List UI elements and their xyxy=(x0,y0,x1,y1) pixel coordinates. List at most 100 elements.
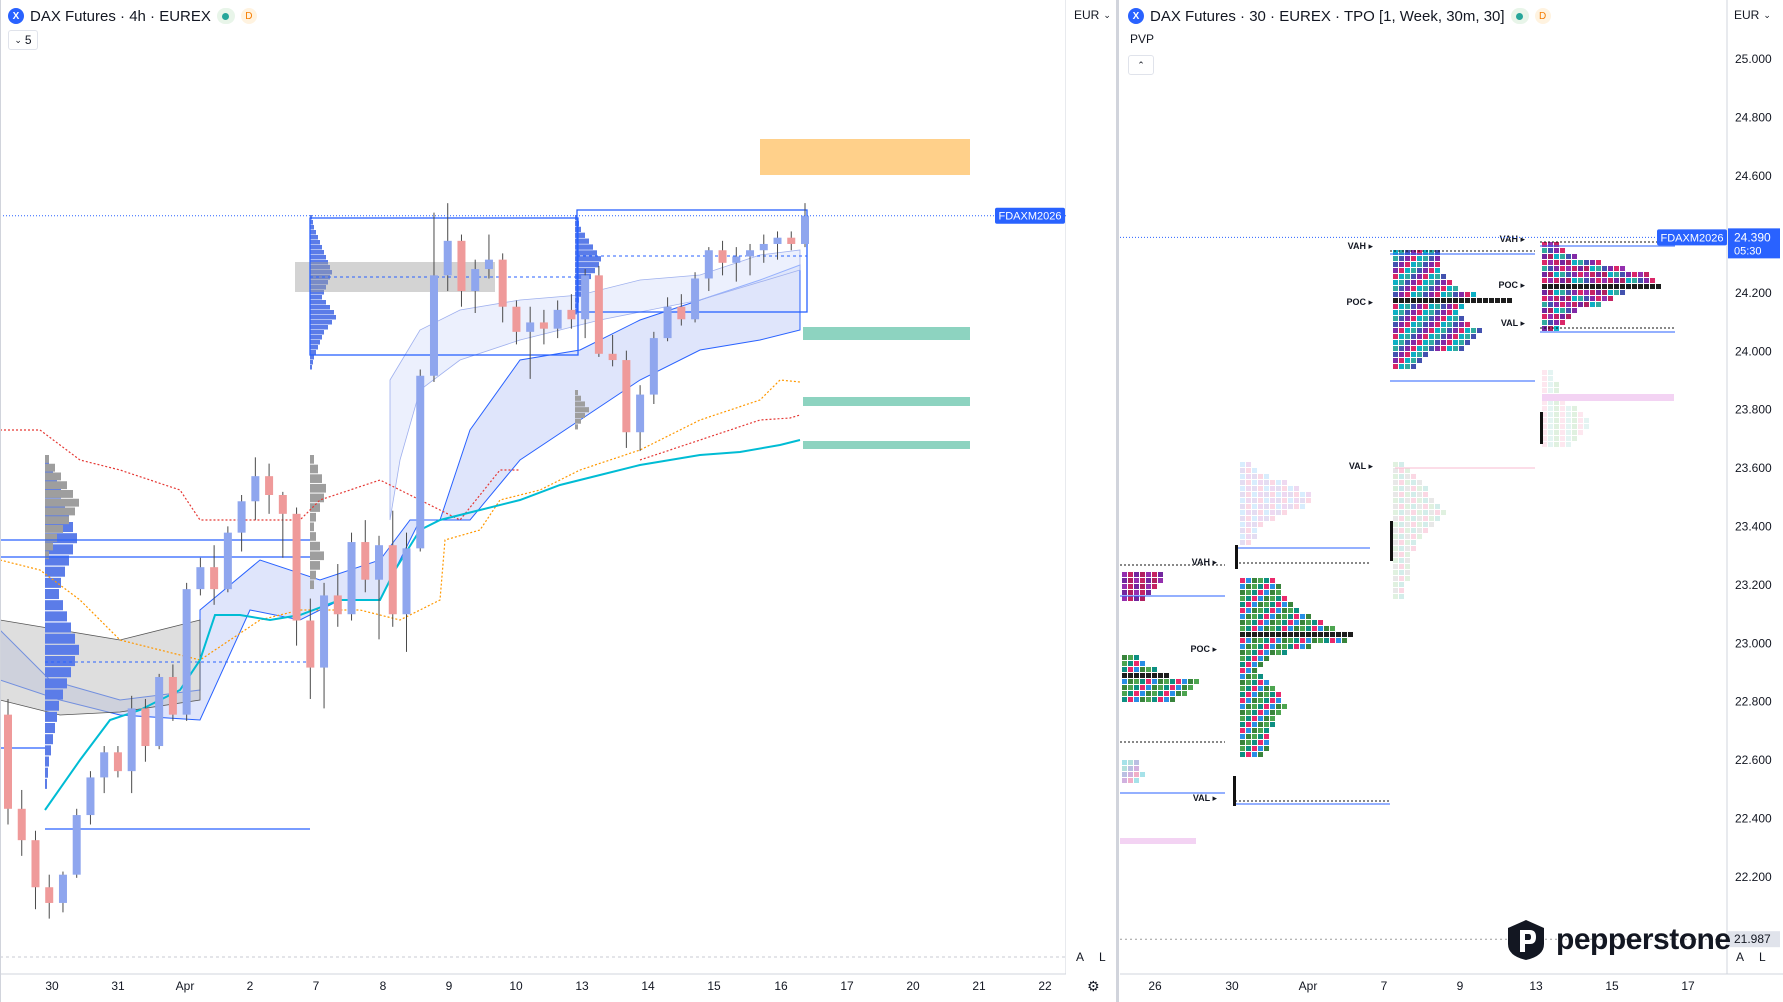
tpo-block xyxy=(1417,486,1422,491)
right-currency-select[interactable]: EUR ⌄ xyxy=(1734,8,1771,22)
tpo-block xyxy=(1240,656,1245,661)
tpo-block xyxy=(1240,522,1245,527)
tpo-block xyxy=(1411,474,1416,479)
tpo-block xyxy=(1429,504,1434,509)
time-axis-label: 16 xyxy=(774,979,788,993)
tpo-block xyxy=(1252,510,1257,515)
tpo-block xyxy=(1330,626,1335,631)
tpo-block xyxy=(1417,298,1422,303)
tpo-block xyxy=(1140,578,1145,583)
demand-zone xyxy=(803,397,970,406)
tpo-block xyxy=(1182,685,1187,690)
tpo-block xyxy=(1399,274,1404,279)
chevron-down-icon: ⌄ xyxy=(1763,9,1771,20)
left-chart-pane[interactable]: 24.90024.80024.70024.60024.50024.40024.3… xyxy=(0,0,1111,1002)
tpo-block xyxy=(1264,614,1269,619)
left-candlestick-chart[interactable]: 24.90024.80024.70024.60024.50024.40024.3… xyxy=(0,0,1066,1002)
symbol-tag-bg xyxy=(995,207,1065,224)
tpo-block xyxy=(1554,442,1559,447)
open-marker xyxy=(1390,521,1393,561)
tpo-block xyxy=(1246,498,1251,503)
candle-body xyxy=(223,532,232,590)
tpo-block xyxy=(1423,250,1428,255)
tpo-block xyxy=(1399,504,1404,509)
tpo-block xyxy=(1270,710,1275,715)
tpo-block xyxy=(1399,364,1404,369)
tpo-block xyxy=(1405,486,1410,491)
tpo-block xyxy=(1246,602,1251,607)
volume-profile-bar xyxy=(575,418,581,424)
tpo-block xyxy=(1282,608,1287,613)
tpo-block xyxy=(1602,266,1607,271)
tpo-block xyxy=(1300,632,1305,637)
tpo-block xyxy=(1405,570,1410,575)
tpo-block xyxy=(1411,334,1416,339)
tpo-block xyxy=(1560,296,1565,301)
tpo-block xyxy=(1270,704,1275,709)
gear-icon[interactable]: ⚙ xyxy=(1087,978,1100,994)
right-chart-title-bar: X DAX Futures · 30 · EUREX · TPO [1, Wee… xyxy=(1128,6,1551,26)
tpo-block xyxy=(1405,292,1410,297)
countdown-text: 05:30 xyxy=(1734,245,1762,257)
tpo-block xyxy=(1128,596,1133,601)
tpo-block xyxy=(1252,590,1257,595)
right-auto-scale-button[interactable]: A xyxy=(1736,950,1744,964)
tpo-block xyxy=(1554,272,1559,277)
tpo-block xyxy=(1393,304,1398,309)
volume-profile-bar xyxy=(310,532,316,541)
tpo-block xyxy=(1128,760,1133,765)
symbol-logo-icon: X xyxy=(8,8,24,24)
tpo-block xyxy=(1276,620,1281,625)
tpo-block xyxy=(1246,590,1251,595)
tpo-block xyxy=(1566,302,1571,307)
tpo-block xyxy=(1252,734,1257,739)
tpo-block xyxy=(1429,262,1434,267)
volume-profile-bar xyxy=(310,580,314,590)
left-currency-select[interactable]: EUR ⌄ xyxy=(1074,8,1111,22)
time-axis-label: 2 xyxy=(247,979,254,993)
candle-body xyxy=(801,215,809,244)
tpo-block xyxy=(1435,322,1440,327)
tpo-profile-week-3-lower xyxy=(1542,370,1589,447)
tpo-block xyxy=(1411,256,1416,261)
time-axis-label: 22 xyxy=(1038,979,1052,993)
right-tpo-chart[interactable]: 25.00024.80024.60024.40024.20024.00023.8… xyxy=(1120,0,1783,1002)
tpo-block xyxy=(1288,632,1293,637)
tpo-block xyxy=(1252,746,1257,751)
volume-profile-bar xyxy=(310,315,336,320)
left-auto-scale-button[interactable]: A xyxy=(1076,950,1084,964)
right-chart-pane[interactable]: 25.00024.80024.60024.40024.20024.00023.8… xyxy=(1120,0,1783,1002)
right-chart-title: DAX Futures · 30 · EUREX · TPO [1, Week,… xyxy=(1150,7,1505,25)
left-pane-divider[interactable] xyxy=(1116,0,1119,1002)
tpo-block xyxy=(1240,596,1245,601)
tpo-block xyxy=(1282,480,1287,485)
tpo-block xyxy=(1435,292,1440,297)
open-marker xyxy=(1540,412,1543,444)
tpo-block xyxy=(1258,692,1263,697)
right-log-scale-button[interactable]: L xyxy=(1759,950,1766,964)
tpo-block xyxy=(1423,274,1428,279)
tpo-block xyxy=(1417,516,1422,521)
tpo-block xyxy=(1294,626,1299,631)
tpo-block xyxy=(1411,534,1416,539)
tpo-block xyxy=(1608,290,1613,295)
indicator-collapse-button[interactable]: ⌄ 5 xyxy=(8,30,38,50)
tpo-block xyxy=(1393,498,1398,503)
indicator-collapse-button[interactable]: ⌃ xyxy=(1128,55,1154,75)
left-log-scale-button[interactable]: L xyxy=(1099,950,1106,964)
tpo-block xyxy=(1294,486,1299,491)
tpo-block xyxy=(1246,540,1251,545)
tpo-block xyxy=(1572,418,1577,423)
tpo-block xyxy=(1560,254,1565,259)
tpo-block xyxy=(1399,310,1404,315)
volume-profile-bar xyxy=(310,250,324,255)
tpo-block xyxy=(1300,498,1305,503)
tpo-block xyxy=(1399,582,1404,587)
tpo-block xyxy=(1632,272,1637,277)
tpo-block xyxy=(1264,632,1269,637)
tpo-block xyxy=(1596,266,1601,271)
tpo-block xyxy=(1566,412,1571,417)
tpo-block xyxy=(1572,424,1577,429)
low-tag-text: 21.987 xyxy=(1734,932,1771,946)
tpo-block xyxy=(1429,292,1434,297)
